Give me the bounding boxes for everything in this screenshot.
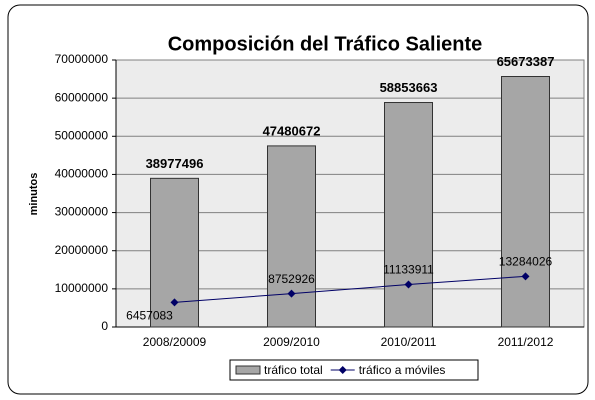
line-label: 6457083 xyxy=(126,309,173,323)
legend-swatch xyxy=(235,365,261,375)
y-tick-label: 60000000 xyxy=(55,90,109,104)
line-label: 11133911 xyxy=(383,263,434,277)
x-tick-label: 2008/20009 xyxy=(143,335,207,349)
marker xyxy=(170,298,179,307)
x-tick-label: 2009/2010 xyxy=(263,335,320,349)
y-tick-label: 30000000 xyxy=(55,205,109,219)
marker xyxy=(404,280,413,289)
y-tick-label: 40000000 xyxy=(55,167,109,181)
legend-marker xyxy=(338,366,347,374)
bar-label: 47480672 xyxy=(263,123,321,138)
y-tick-label: 70000000 xyxy=(55,52,109,66)
line xyxy=(174,275,526,303)
y-tick-label: 0 xyxy=(101,319,108,333)
y-tick-label: 50000000 xyxy=(55,128,109,142)
line-label: 8752926 xyxy=(268,272,315,286)
legend-label: tráfico total xyxy=(264,363,323,377)
bar xyxy=(267,145,316,328)
y-axis-title: minutos xyxy=(28,173,40,216)
y-tick-label: 20000000 xyxy=(55,243,109,257)
line-label: 13284026 xyxy=(499,255,553,269)
bar-label: 38977496 xyxy=(146,156,204,171)
marker xyxy=(287,289,296,298)
chart-title: Composición del Tráfico Saliente xyxy=(168,33,483,55)
bar xyxy=(501,76,550,328)
marker xyxy=(521,272,530,281)
x-tick-label: 2010/2011 xyxy=(381,335,437,349)
bar-label: 58853663 xyxy=(380,80,438,95)
y-tick-label: 10000000 xyxy=(55,281,109,295)
bar xyxy=(384,102,433,328)
legend-label: tráfico a móviles xyxy=(359,363,446,377)
bar-label: 65673387 xyxy=(497,54,555,69)
x-tick-label: 2011/2012 xyxy=(498,335,554,349)
